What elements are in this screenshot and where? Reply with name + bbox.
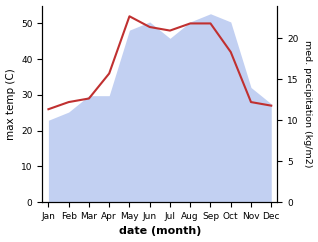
X-axis label: date (month): date (month) bbox=[119, 227, 201, 236]
Y-axis label: max temp (C): max temp (C) bbox=[5, 68, 16, 140]
Y-axis label: med. precipitation (kg/m2): med. precipitation (kg/m2) bbox=[303, 40, 313, 168]
